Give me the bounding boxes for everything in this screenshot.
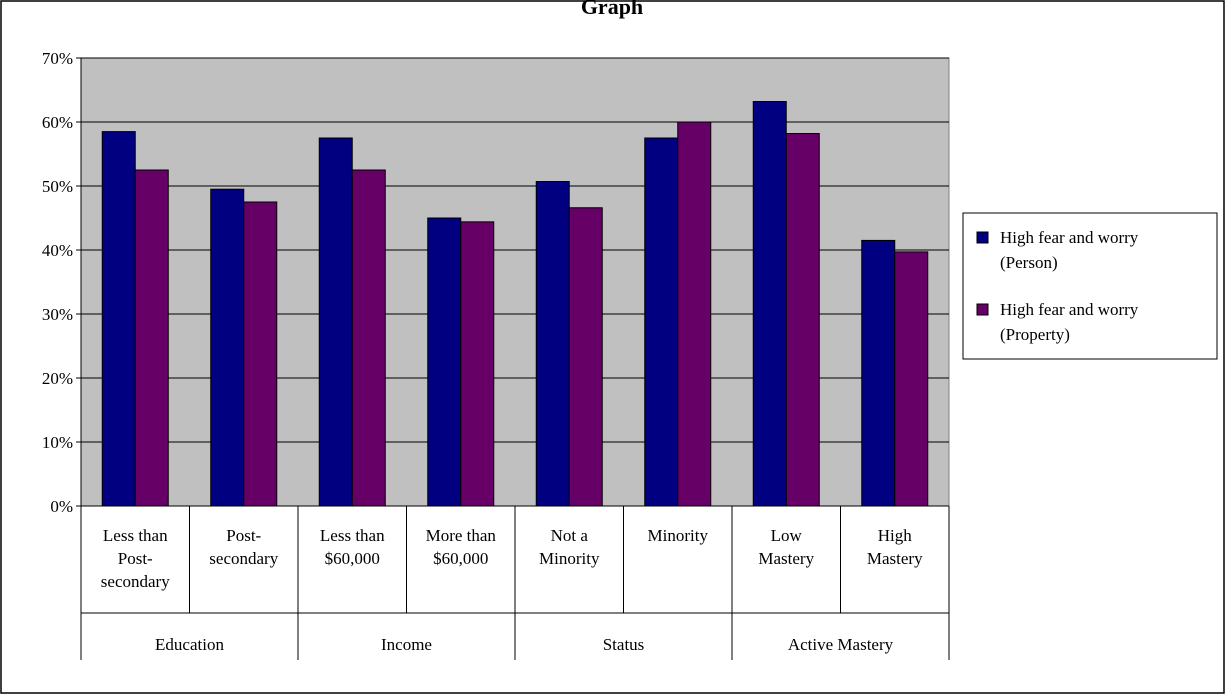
bar-series2 (134, 169, 169, 507)
legend-swatch-series2 (976, 303, 989, 316)
bar-series2 (351, 169, 386, 507)
bar-series2 (460, 221, 495, 507)
y-tick-label: 0% (50, 497, 73, 516)
x-category-label: Minority (648, 526, 709, 545)
bar-series2 (785, 133, 820, 507)
x-category-label: Low Mastery (758, 526, 814, 568)
x-group-label: Status (603, 635, 645, 654)
legend-label-series1: High fear and worry (Person) (1000, 228, 1139, 272)
x-category-label: Post-secondary (209, 526, 278, 568)
y-tick-label: 10% (42, 433, 73, 452)
legend-box (962, 212, 1218, 360)
bar-series1 (535, 181, 570, 507)
x-axis: Less than Post-secondary Post-secondary Les… (80, 506, 950, 660)
bars (101, 101, 929, 507)
bar-series2 (243, 201, 278, 507)
bar-series2 (677, 121, 712, 507)
y-tick-label: 30% (42, 305, 73, 324)
y-tick-label: 70% (42, 49, 73, 68)
bar-series1 (427, 217, 462, 507)
bar-series1 (752, 101, 787, 507)
bar-series1 (644, 137, 679, 507)
legend-label-series2: High fear and worry (Property) (1000, 300, 1139, 344)
bar-series2 (568, 207, 603, 507)
x-category-label: Less than $60,000 (320, 526, 385, 568)
bar-series1 (101, 131, 136, 507)
x-category-label: Less than Post-secondary (101, 526, 170, 591)
y-tick-label: 20% (42, 369, 73, 388)
x-category-label: More than $60,000 (426, 526, 497, 568)
bar-series2 (894, 251, 929, 507)
y-tick-label: 60% (42, 113, 73, 132)
legend-swatch-series1 (976, 231, 989, 244)
legend: High fear and worry (Person) High fear and… (962, 212, 1218, 360)
chart-title: Graph (581, 0, 643, 19)
y-tick-label: 50% (42, 177, 73, 196)
x-group-label: Education (155, 635, 224, 654)
x-group-label: Income (381, 635, 432, 654)
y-axis: 0% 10% 20% 30% 40% 50% 60% 70% (42, 49, 949, 516)
bar-series1 (861, 239, 896, 507)
x-category-label: High Mastery (867, 526, 923, 568)
x-group-label: Active Mastery (788, 635, 894, 654)
y-tick-label: 40% (42, 241, 73, 260)
bar-series1 (318, 137, 353, 507)
x-category-label: Not a Minority (539, 526, 600, 568)
bar-series1 (210, 188, 245, 507)
